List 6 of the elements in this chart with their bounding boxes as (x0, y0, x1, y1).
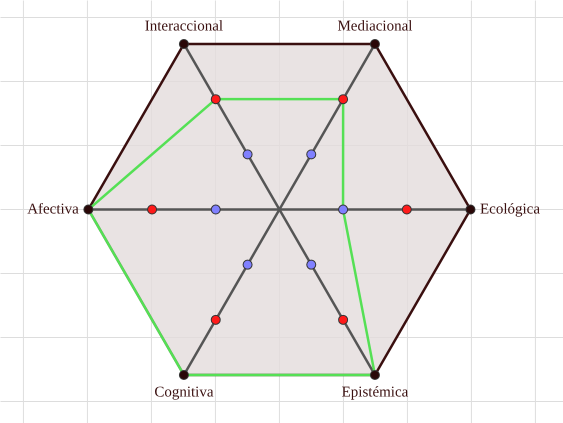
spoke-label: Ecológica (480, 202, 540, 218)
spoke-label: Mediacional (337, 18, 412, 35)
spoke-label: Cognitiva (154, 384, 214, 401)
spoke-label: Interaccional (144, 18, 224, 35)
spoke-label: Epistémica (342, 384, 409, 401)
spoke-label: Afectiva (27, 202, 80, 218)
